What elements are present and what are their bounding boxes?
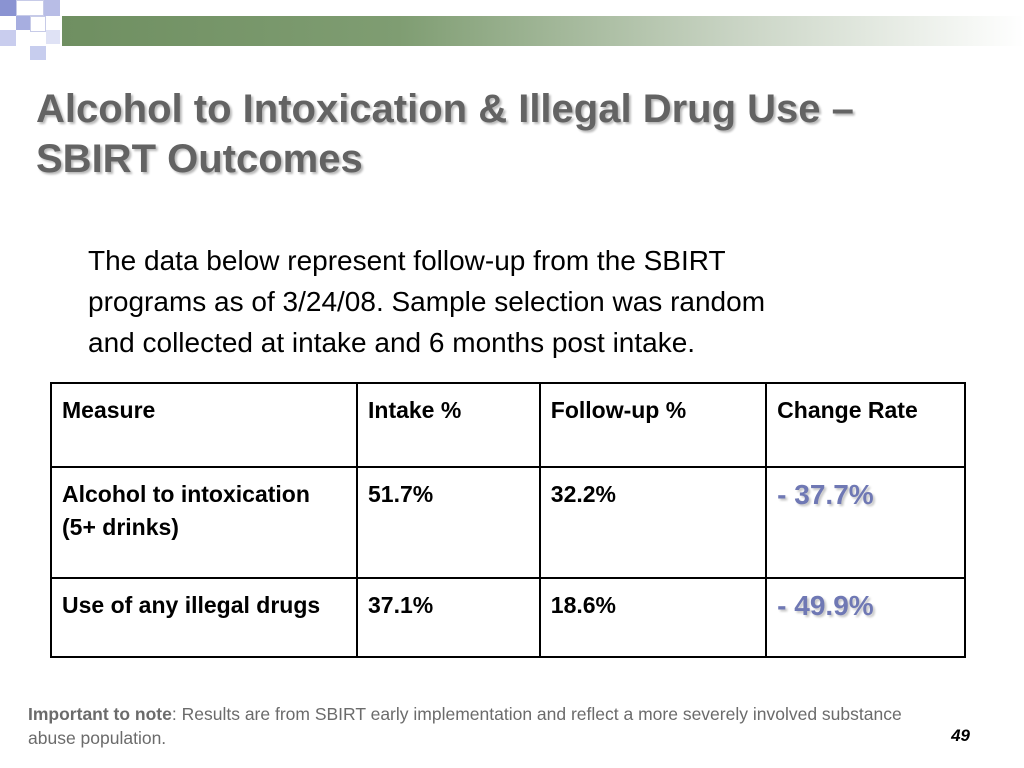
cell-intake: 51.7% [356,466,541,579]
decor-square [30,16,46,32]
footnote: Important to note: Results are from SBIR… [28,702,948,750]
table-row: Alcohol to intoxication (5+ drinks) 51.7… [50,466,966,579]
header-change-rate: Change Rate [765,382,966,468]
intro-line-1: The data below represent follow-up from … [88,245,726,276]
outcomes-table: Measure Intake % Follow-up % Change Rate… [50,382,966,658]
decor-square [16,0,44,16]
cell-followup: 18.6% [538,577,768,658]
footnote-label: Important to note [28,704,172,724]
decor-square [44,0,60,16]
slide-title-line-1: Alcohol to Intoxication & Illegal Drug U… [36,87,854,131]
intro-paragraph: The data below represent follow-up from … [88,240,948,363]
cell-change-rate: - 37.7% [765,466,966,579]
slide-title: Alcohol to Intoxication & Illegal Drug U… [36,84,996,184]
cell-measure: Alcohol to intoxication (5+ drinks) [50,466,358,579]
footnote-text: : Results are from SBIRT early implement… [28,704,902,748]
decor-square [30,46,46,60]
header-band [62,16,1024,46]
slide-title-line-2: SBIRT Outcomes [36,137,363,181]
decor-square [16,16,30,30]
header-measure: Measure [50,382,358,468]
decor-square [46,30,60,44]
cell-measure: Use of any illegal drugs [50,577,358,658]
cell-followup: 32.2% [538,466,768,579]
decor-square [0,30,16,46]
intro-line-3: and collected at intake and 6 months pos… [88,327,696,358]
cell-change-rate: - 49.9% [765,577,966,658]
table-row: Use of any illegal drugs 37.1% 18.6% - 4… [50,577,966,658]
cell-intake: 37.1% [356,577,541,658]
header-followup: Follow-up % [538,382,768,468]
page-number: 49 [951,726,970,745]
decor-square [0,0,16,16]
header-intake: Intake % [356,382,541,468]
intro-line-2: programs as of 3/24/08. Sample selection… [88,286,766,317]
table-header-row: Measure Intake % Follow-up % Change Rate [50,382,966,468]
